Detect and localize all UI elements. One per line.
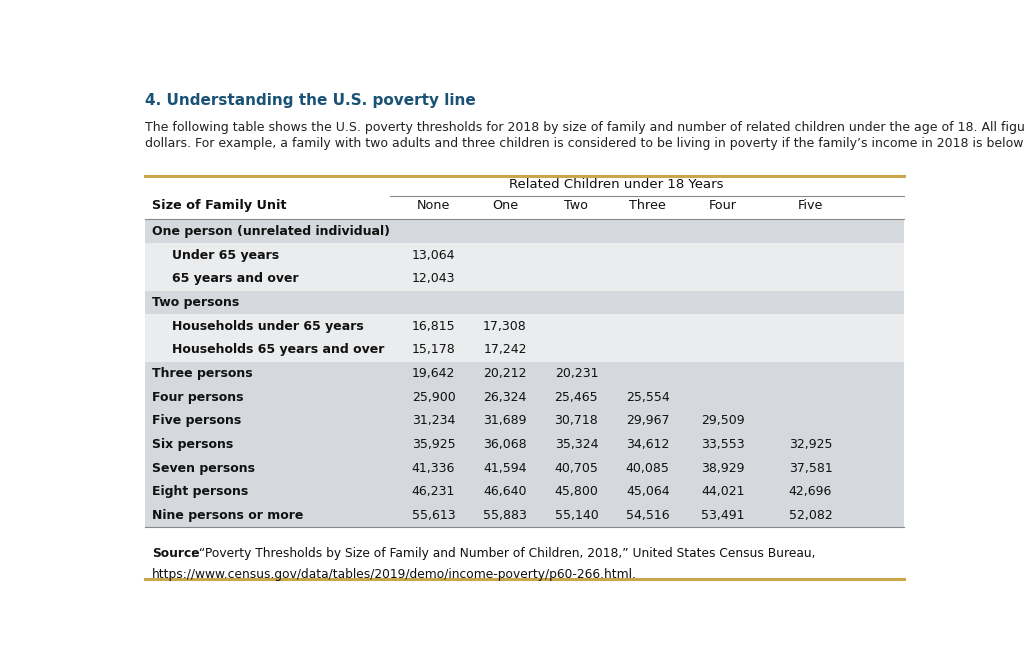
Bar xyxy=(145,291,904,315)
Text: 13,064: 13,064 xyxy=(412,249,456,262)
Text: 30,718: 30,718 xyxy=(555,414,598,428)
Text: Under 65 years: Under 65 years xyxy=(172,249,279,262)
Text: 33,553: 33,553 xyxy=(701,438,745,451)
Text: 25,900: 25,900 xyxy=(412,391,456,404)
Text: 41,594: 41,594 xyxy=(483,462,526,475)
Text: 25,554: 25,554 xyxy=(626,391,670,404)
Text: 31,689: 31,689 xyxy=(483,414,526,428)
Text: 31,234: 31,234 xyxy=(412,414,456,428)
Bar xyxy=(145,267,904,291)
Text: 40,085: 40,085 xyxy=(626,462,670,475)
Text: Four persons: Four persons xyxy=(152,391,244,404)
Text: 34,612: 34,612 xyxy=(626,438,670,451)
Text: 35,925: 35,925 xyxy=(412,438,456,451)
Bar xyxy=(145,338,904,362)
Text: Four: Four xyxy=(710,199,737,212)
Text: 55,613: 55,613 xyxy=(412,509,456,522)
Text: 16,815: 16,815 xyxy=(412,320,456,332)
Text: None: None xyxy=(417,199,451,212)
Text: Related Children under 18 Years: Related Children under 18 Years xyxy=(509,178,723,191)
Text: Size of Family Unit: Size of Family Unit xyxy=(152,199,287,212)
Bar xyxy=(145,433,904,457)
Text: Source: Source xyxy=(152,547,200,560)
Text: 20,212: 20,212 xyxy=(483,367,526,380)
Text: 4. Understanding the U.S. poverty line: 4. Understanding the U.S. poverty line xyxy=(145,93,476,108)
Text: Households under 65 years: Households under 65 years xyxy=(172,320,364,332)
Text: Three persons: Three persons xyxy=(152,367,253,380)
Text: Three: Three xyxy=(630,199,667,212)
Text: dollars. For example, a family with two adults and three children is considered : dollars. For example, a family with two … xyxy=(145,137,1024,150)
Bar xyxy=(145,243,904,267)
Text: 41,336: 41,336 xyxy=(412,462,456,475)
Text: 55,140: 55,140 xyxy=(555,509,598,522)
Text: 35,324: 35,324 xyxy=(555,438,598,451)
Text: 15,178: 15,178 xyxy=(412,344,456,356)
Text: Households 65 years and over: Households 65 years and over xyxy=(172,344,384,356)
Text: 17,242: 17,242 xyxy=(483,344,526,356)
Text: 32,925: 32,925 xyxy=(788,438,833,451)
Text: 44,021: 44,021 xyxy=(701,485,744,498)
Text: 38,929: 38,929 xyxy=(701,462,744,475)
Text: 37,581: 37,581 xyxy=(788,462,833,475)
Text: Five persons: Five persons xyxy=(152,414,241,428)
Text: 46,640: 46,640 xyxy=(483,485,526,498)
Text: 42,696: 42,696 xyxy=(788,485,833,498)
Bar xyxy=(145,409,904,433)
Bar xyxy=(145,315,904,338)
Text: 46,231: 46,231 xyxy=(412,485,456,498)
Text: https://www.census.gov/data/tables/2019/demo/income-poverty/p60-266.html.: https://www.census.gov/data/tables/2019/… xyxy=(152,568,637,581)
Text: Two persons: Two persons xyxy=(152,296,239,309)
Bar xyxy=(145,480,904,504)
Text: 29,967: 29,967 xyxy=(626,414,670,428)
Text: 19,642: 19,642 xyxy=(412,367,456,380)
Text: Nine persons or more: Nine persons or more xyxy=(152,509,303,522)
Bar xyxy=(145,362,904,385)
Text: The following table shows the U.S. poverty thresholds for 2018 by size of family: The following table shows the U.S. pover… xyxy=(145,121,1024,134)
Text: 12,043: 12,043 xyxy=(412,272,456,286)
Text: Seven persons: Seven persons xyxy=(152,462,255,475)
Bar xyxy=(145,385,904,409)
Text: Five: Five xyxy=(798,199,823,212)
Text: 52,082: 52,082 xyxy=(788,509,833,522)
Text: 65 years and over: 65 years and over xyxy=(172,272,298,286)
Text: : “Poverty Thresholds by Size of Family and Number of Children, 2018,” United St: : “Poverty Thresholds by Size of Family … xyxy=(191,547,816,560)
Text: 17,308: 17,308 xyxy=(483,320,526,332)
Text: 25,465: 25,465 xyxy=(555,391,598,404)
Text: One person (unrelated individual): One person (unrelated individual) xyxy=(152,225,390,238)
Text: 40,705: 40,705 xyxy=(554,462,598,475)
Text: 36,068: 36,068 xyxy=(483,438,526,451)
Text: 45,800: 45,800 xyxy=(554,485,598,498)
Text: 54,516: 54,516 xyxy=(626,509,670,522)
Text: 29,509: 29,509 xyxy=(701,414,745,428)
Bar xyxy=(145,457,904,480)
Text: Eight persons: Eight persons xyxy=(152,485,248,498)
Text: Two: Two xyxy=(564,199,589,212)
Text: Six persons: Six persons xyxy=(152,438,233,451)
Bar xyxy=(145,504,904,527)
Text: 26,324: 26,324 xyxy=(483,391,526,404)
Text: 20,231: 20,231 xyxy=(555,367,598,380)
Bar xyxy=(145,220,904,243)
Text: 55,883: 55,883 xyxy=(483,509,527,522)
Text: 45,064: 45,064 xyxy=(626,485,670,498)
Text: 53,491: 53,491 xyxy=(701,509,744,522)
Text: One: One xyxy=(492,199,518,212)
